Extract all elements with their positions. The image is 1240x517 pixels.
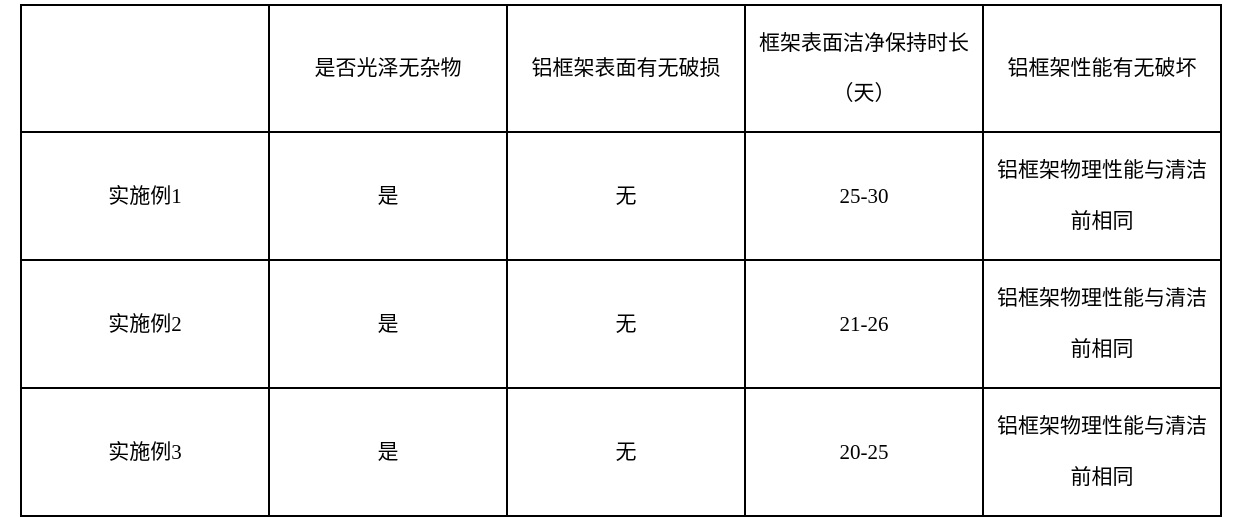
- cell-duration: 20-25: [745, 388, 983, 516]
- cell-gloss: 是: [269, 132, 507, 260]
- table-header-row: 是否光泽无杂物 铝框架表面有无破损 框架表面洁净保持时长（天） 铝框架性能有无破…: [21, 5, 1221, 132]
- header-cell-1: 是否光泽无杂物: [269, 5, 507, 132]
- cell-performance: 铝框架物理性能与清洁前相同: [983, 132, 1221, 260]
- row-label: 实施例2: [21, 260, 269, 388]
- cell-gloss: 是: [269, 388, 507, 516]
- cell-damage: 无: [507, 260, 745, 388]
- table-row: 实施例3 是 无 20-25 铝框架物理性能与清洁前相同: [21, 388, 1221, 516]
- header-cell-3: 框架表面洁净保持时长（天）: [745, 5, 983, 132]
- row-label: 实施例1: [21, 132, 269, 260]
- header-cell-4: 铝框架性能有无破坏: [983, 5, 1221, 132]
- row-label: 实施例3: [21, 388, 269, 516]
- cell-damage: 无: [507, 132, 745, 260]
- header-cell-2: 铝框架表面有无破损: [507, 5, 745, 132]
- header-cell-0: [21, 5, 269, 132]
- table-row: 实施例2 是 无 21-26 铝框架物理性能与清洁前相同: [21, 260, 1221, 388]
- cell-duration: 25-30: [745, 132, 983, 260]
- cell-performance: 铝框架物理性能与清洁前相同: [983, 388, 1221, 516]
- cell-gloss: 是: [269, 260, 507, 388]
- cell-performance: 铝框架物理性能与清洁前相同: [983, 260, 1221, 388]
- table-row: 实施例1 是 无 25-30 铝框架物理性能与清洁前相同: [21, 132, 1221, 260]
- data-table: 是否光泽无杂物 铝框架表面有无破损 框架表面洁净保持时长（天） 铝框架性能有无破…: [20, 4, 1222, 517]
- cell-duration: 21-26: [745, 260, 983, 388]
- cell-damage: 无: [507, 388, 745, 516]
